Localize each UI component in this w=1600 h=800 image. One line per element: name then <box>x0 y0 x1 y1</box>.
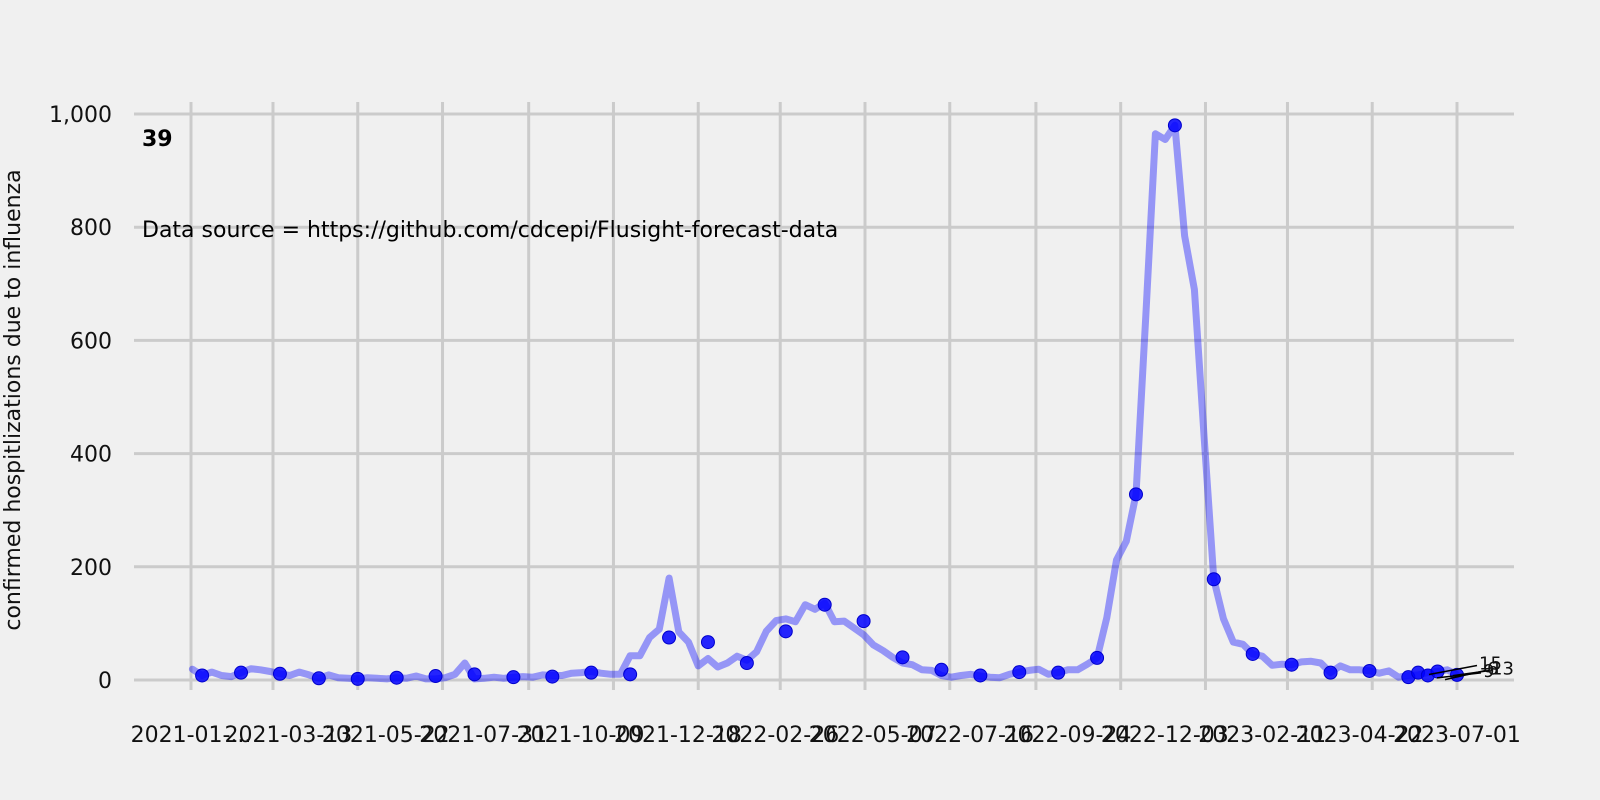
x-tick-label: 2021-05-22 <box>322 723 450 748</box>
data-point <box>1012 665 1027 680</box>
data-point <box>662 630 677 645</box>
data-point <box>817 597 832 612</box>
x-tick-label: 2021-01-... <box>131 723 252 748</box>
data-point <box>1051 665 1066 680</box>
data-point <box>1245 646 1260 661</box>
y-tick-label: 200 <box>70 556 112 581</box>
y-tick-label: 800 <box>70 216 112 241</box>
data-point <box>739 656 754 671</box>
y-tick-label: 1,000 <box>49 103 112 128</box>
end-annotation-label: 6 <box>1487 659 1498 680</box>
data-point <box>1323 665 1338 680</box>
x-axis: 2021-01-...2021-03-132021-05-222021-07-3… <box>131 723 1521 748</box>
data-point <box>272 666 287 681</box>
x-tick-label: 2021-10-09 <box>517 723 645 748</box>
data-point <box>856 614 871 629</box>
data-point <box>1090 650 1105 665</box>
data-point <box>700 635 715 650</box>
data-point <box>389 670 404 685</box>
data-point <box>467 667 482 682</box>
x-tick-label: 2023-07-01 <box>1393 723 1521 748</box>
source-note: Data source = https://github.com/cdcepi/… <box>142 218 838 243</box>
x-tick-label: 2021-12-18 <box>614 723 742 748</box>
data-point <box>973 668 988 683</box>
x-tick-label: 2023-02-11 <box>1198 723 1326 748</box>
data-point <box>895 650 910 665</box>
y-tick-label: 0 <box>98 669 112 694</box>
x-tick-label: 2022-02-26 <box>711 723 839 748</box>
y-axis: 0 200 400 600 800 1,000 <box>49 103 112 694</box>
series-layer <box>188 118 1464 686</box>
data-point <box>1167 118 1182 133</box>
end-annotation-label: 15 <box>1479 654 1502 675</box>
data-point <box>506 670 521 685</box>
data-point <box>1128 487 1143 502</box>
data-point <box>350 671 365 686</box>
x-tick-label: 2021-03-13 <box>224 723 352 748</box>
annotation-arrow <box>1428 664 1478 676</box>
x-tick-label: 2021-07-31 <box>419 723 547 748</box>
data-point <box>623 667 638 682</box>
end-annotations: 159613 <box>1428 654 1514 682</box>
y-tick-label: 400 <box>70 443 112 468</box>
y-axis-title: confirmed hospitlizations due to influen… <box>1 169 26 630</box>
data-point <box>1206 572 1221 587</box>
x-tick-label: 2022-07-16 <box>906 723 1034 748</box>
data-point <box>1362 663 1377 678</box>
x-tick-label: 2023-04-22 <box>1296 723 1424 748</box>
data-point <box>545 669 560 684</box>
panel-label: 39 <box>142 127 173 152</box>
annotation-arrow <box>1452 669 1490 677</box>
series-line <box>188 121 1461 683</box>
grid <box>134 102 1514 690</box>
data-point <box>234 665 249 680</box>
x-tick-label: 2022-05-07 <box>809 723 937 748</box>
data-point <box>311 671 326 686</box>
x-tick-label: 2022-09-24 <box>1004 723 1132 748</box>
data-point <box>778 624 793 639</box>
x-tick-label: 2022-12-03 <box>1101 723 1229 748</box>
data-point <box>428 669 443 684</box>
end-annotation-label: 13 <box>1491 659 1514 680</box>
data-point <box>195 668 210 683</box>
data-point <box>584 665 599 680</box>
data-point <box>934 662 949 677</box>
y-tick-label: 600 <box>70 329 112 354</box>
data-point <box>1284 657 1299 672</box>
